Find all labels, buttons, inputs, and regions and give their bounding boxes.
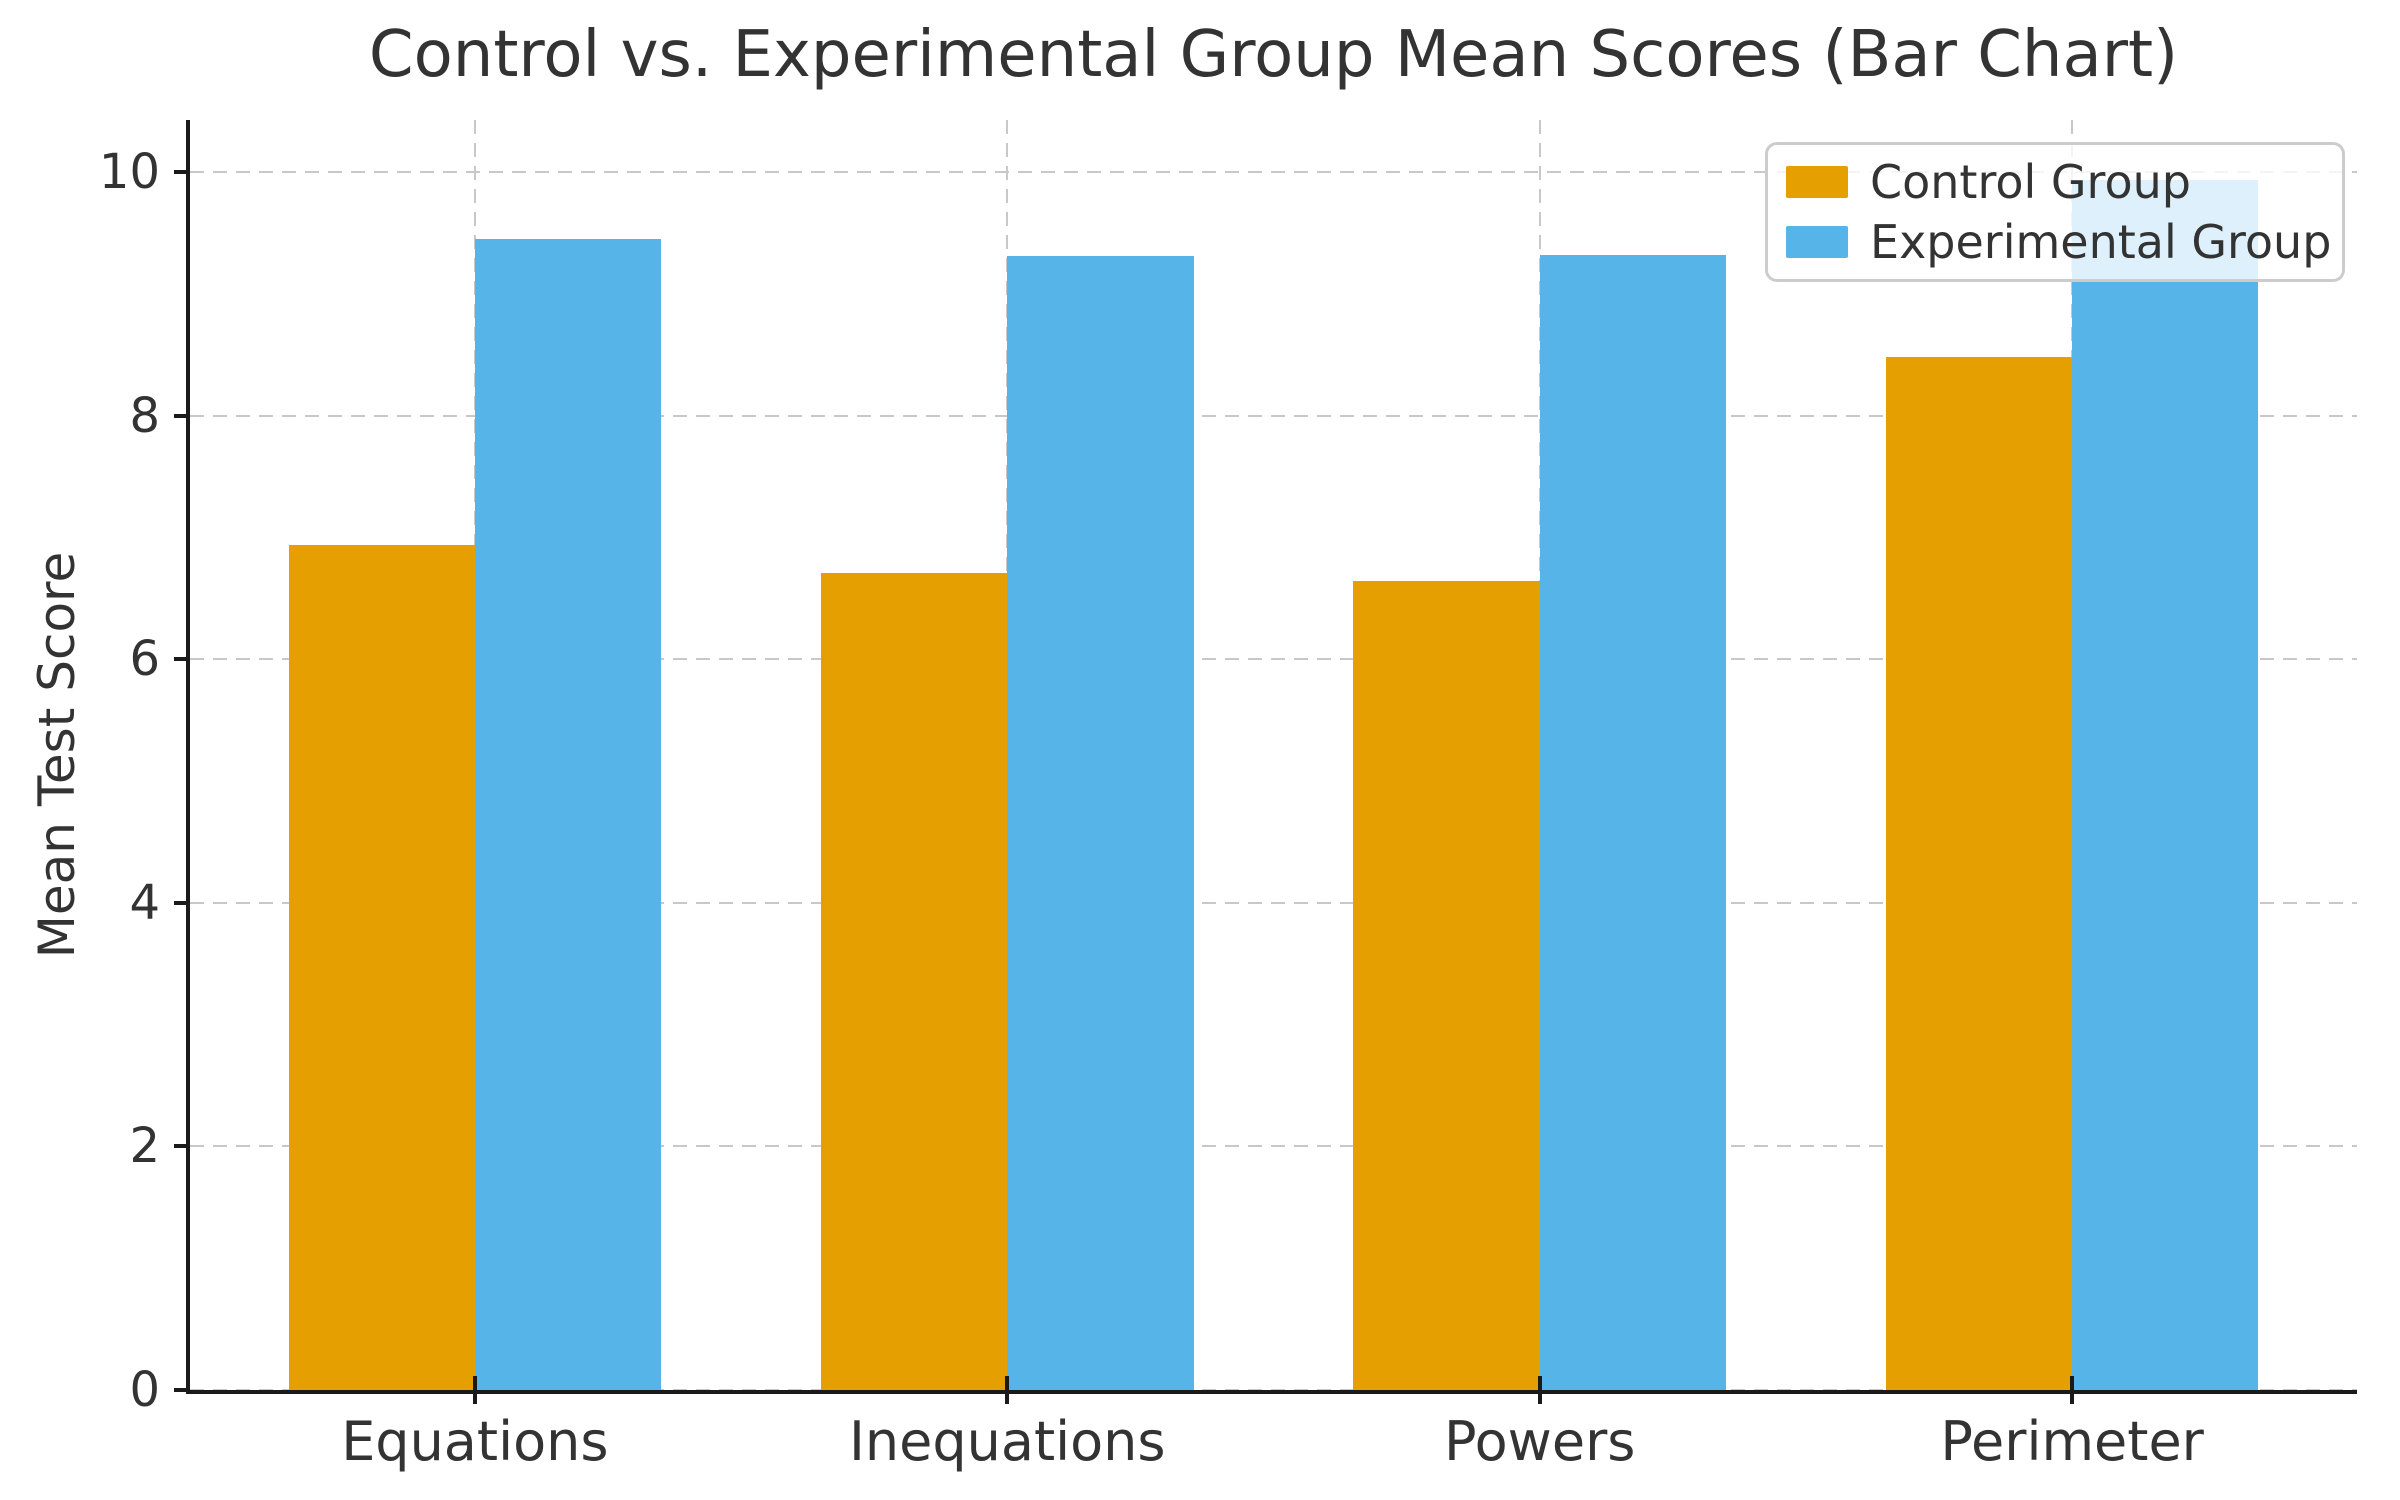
y-tick-10 — [174, 170, 190, 175]
legend: Control Group Experimental Group — [1765, 142, 2345, 282]
x-tick-label-inequations: Inequations — [849, 1410, 1166, 1473]
y-tick-2 — [174, 1144, 190, 1149]
x-tick-label-perimeter: Perimeter — [1940, 1410, 2204, 1473]
gridline-y-4 — [190, 901, 2357, 904]
x-tick-equations — [472, 1376, 477, 1404]
legend-swatch-control-icon — [1786, 166, 1848, 198]
chart-title: Control vs. Experimental Group Mean Scor… — [368, 18, 2179, 92]
gridline-y-6 — [190, 658, 2357, 661]
bar-control-group-perimeter — [1885, 357, 2073, 1390]
legend-item-control: Control Group — [1786, 155, 2324, 209]
y-axis-spine — [186, 120, 190, 1394]
bar-control-group-powers — [1353, 581, 1540, 1390]
gridline-y-2 — [190, 1145, 2357, 1148]
x-tick-label-powers: Powers — [1444, 1410, 1636, 1473]
bar-experimental-group-perimeter — [2072, 179, 2259, 1390]
bar-experimental-group-inequations — [1007, 256, 1194, 1390]
x-tick-label-equations: Equations — [341, 1410, 609, 1473]
bar-control-group-equations — [288, 544, 475, 1390]
legend-swatch-experimental-icon — [1786, 226, 1848, 258]
y-tick-label-6: 6 — [129, 631, 160, 688]
x-tick-powers — [1537, 1376, 1542, 1404]
bar-experimental-group-equations — [474, 239, 662, 1390]
y-tick-4 — [174, 900, 190, 905]
plot-area: 0 2 4 6 8 10 Equations Inequations Powers Perimet… — [99, 120, 2357, 1473]
y-tick-label-2: 2 — [129, 1118, 160, 1175]
y-tick-label-8: 8 — [129, 387, 160, 444]
x-tick-inequations — [1005, 1376, 1010, 1404]
y-tick-label-4: 4 — [129, 874, 160, 931]
bar-control-group-inequations — [820, 572, 1008, 1390]
gridline-y-8 — [190, 414, 2357, 417]
y-tick-label-10: 10 — [98, 144, 160, 201]
y-tick-label-0: 0 — [129, 1362, 160, 1418]
legend-item-experimental: Experimental Group — [1786, 215, 2331, 269]
legend-label-experimental: Experimental Group — [1870, 215, 2332, 269]
y-tick-8 — [174, 413, 190, 418]
y-tick-6 — [174, 657, 190, 662]
bar-experimental-group-powers — [1539, 255, 1727, 1390]
y-tick-0 — [174, 1388, 190, 1392]
legend-label-control: Control Group — [1870, 155, 2191, 209]
x-axis-spine — [186, 1390, 2357, 1394]
x-tick-perimeter — [2070, 1376, 2075, 1404]
gridline-y-10 — [190, 171, 2357, 174]
